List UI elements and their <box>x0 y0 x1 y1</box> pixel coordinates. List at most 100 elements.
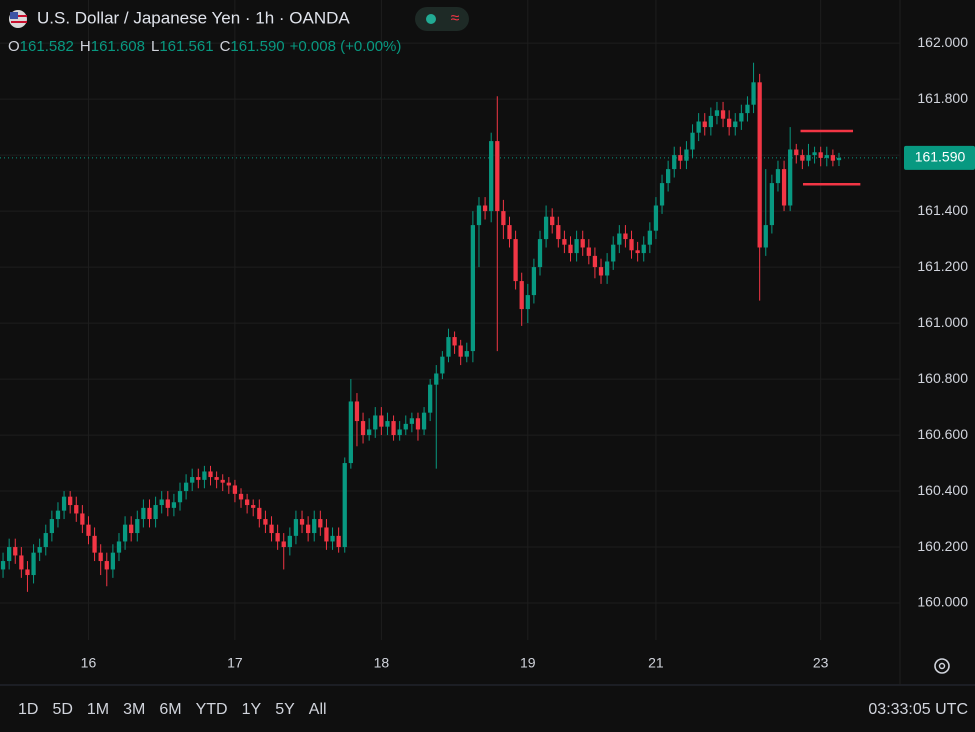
candle-body <box>751 82 756 105</box>
candle-body <box>775 169 781 184</box>
range-button[interactable]: 1M <box>87 701 109 718</box>
y-tick-label: 160.600 <box>917 426 968 442</box>
candle-body <box>531 267 537 296</box>
clock: 03:33:05 UTC <box>868 701 968 718</box>
candle-body <box>263 519 268 525</box>
candle-body <box>159 499 164 506</box>
range-button[interactable]: 5D <box>52 701 72 718</box>
candle-body <box>202 471 207 480</box>
svg-text:≈: ≈ <box>451 10 460 27</box>
candle-body <box>25 569 30 576</box>
candle-body <box>409 418 414 424</box>
range-button[interactable]: 5Y <box>275 701 295 718</box>
candle-body <box>611 244 616 262</box>
range-button[interactable]: 1Y <box>242 701 262 718</box>
y-tick-label: 161.200 <box>917 258 968 274</box>
candle-body <box>208 471 213 478</box>
candle-body <box>226 482 231 486</box>
candle-body <box>220 479 225 483</box>
candle-body <box>720 110 726 119</box>
candle-body <box>31 552 36 576</box>
candle-body <box>397 429 402 436</box>
candle-body <box>757 82 762 248</box>
candle-body <box>281 541 286 548</box>
candle-body <box>141 507 146 520</box>
candle-body <box>171 502 177 508</box>
candle-body <box>80 513 85 525</box>
candle-body <box>666 169 671 184</box>
candle-body <box>629 239 634 251</box>
candle-body <box>421 412 427 430</box>
candle-body <box>324 527 329 542</box>
candle-body <box>727 118 732 128</box>
legend-change: +0.008 (+0.00%) <box>290 38 402 55</box>
candle-body <box>354 401 360 422</box>
legend-key: C <box>220 38 231 55</box>
candle-body <box>190 477 195 483</box>
legend-value: 161.561 <box>159 38 213 55</box>
legend-value: 161.582 <box>20 38 74 55</box>
candle-body <box>440 356 445 374</box>
candle-body <box>177 491 183 503</box>
candle-body <box>257 507 262 520</box>
candle-body <box>672 155 677 170</box>
candle-body <box>74 505 79 514</box>
candle-body <box>519 281 524 310</box>
x-tick-label: 23 <box>813 655 829 671</box>
candle-body <box>543 216 549 240</box>
range-button[interactable]: 1D <box>18 701 38 718</box>
candle-body <box>489 141 494 212</box>
candle-body <box>147 507 152 520</box>
candle-body <box>19 555 24 570</box>
candle-body <box>641 244 646 254</box>
range-button[interactable]: All <box>309 701 327 718</box>
candle-body <box>763 225 768 248</box>
range-button[interactable]: YTD <box>196 701 228 718</box>
range-button[interactable]: 3M <box>123 701 145 718</box>
candle-body <box>452 337 457 346</box>
candle-body <box>678 155 683 161</box>
candle-body <box>556 225 561 240</box>
candle-body <box>306 524 311 534</box>
candle-body <box>482 205 488 212</box>
candle-body <box>733 121 738 128</box>
candle-body <box>68 496 73 506</box>
candle-body <box>367 429 372 436</box>
candle-body <box>702 121 707 128</box>
x-tick-label: 17 <box>227 655 243 671</box>
candle-body <box>196 477 201 480</box>
candle-body <box>708 115 713 128</box>
candle-body <box>342 463 347 548</box>
legend-key: L <box>151 38 159 55</box>
range-button[interactable]: 6M <box>159 701 181 718</box>
y-tick-label: 160.800 <box>917 370 968 386</box>
candle-body <box>165 499 170 508</box>
y-tick-label: 161.400 <box>917 202 968 218</box>
candle-body <box>183 482 189 492</box>
candle-body <box>92 535 97 553</box>
candle-body <box>745 104 750 114</box>
indicator-toggle[interactable]: ≈ <box>415 7 469 31</box>
candle-body <box>98 552 103 562</box>
candle-body <box>507 225 512 240</box>
candle-body <box>647 230 652 245</box>
legend-value: 161.608 <box>91 38 145 55</box>
candle-body <box>598 267 604 276</box>
candle-body <box>476 205 482 226</box>
candle-body <box>129 524 134 534</box>
candle-body <box>13 547 18 556</box>
candle-body <box>434 373 439 385</box>
settings-icon[interactable] <box>934 658 950 674</box>
candle-body <box>739 113 744 122</box>
candle-body <box>800 155 805 161</box>
candle-body <box>818 152 823 158</box>
last-price-tag: 161.590 <box>904 145 975 170</box>
candle-body <box>696 121 701 133</box>
candle-body <box>232 485 238 494</box>
y-tick-label: 161.800 <box>917 90 968 106</box>
candle-body <box>269 524 274 534</box>
candle-body <box>604 261 610 276</box>
